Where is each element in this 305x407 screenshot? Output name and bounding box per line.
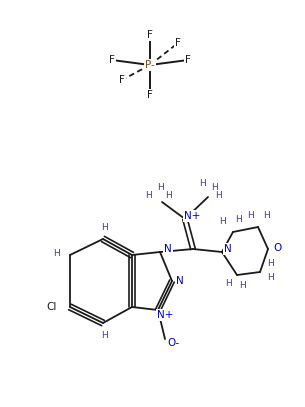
Text: H: H xyxy=(102,223,108,232)
Text: H: H xyxy=(267,260,273,269)
Text: H: H xyxy=(215,192,221,201)
Text: N: N xyxy=(224,244,232,254)
Text: H: H xyxy=(248,210,254,219)
Text: H: H xyxy=(239,282,246,291)
Text: F: F xyxy=(147,30,153,40)
Text: N: N xyxy=(176,276,184,286)
Text: H: H xyxy=(145,192,152,201)
Text: O-: O- xyxy=(168,338,180,348)
Text: F: F xyxy=(119,75,125,85)
Text: F: F xyxy=(147,90,153,100)
Text: F: F xyxy=(109,55,115,65)
Text: F: F xyxy=(185,55,191,65)
Text: H: H xyxy=(220,217,226,225)
Text: N: N xyxy=(164,244,172,254)
Text: H: H xyxy=(224,278,231,287)
Text: H: H xyxy=(235,215,241,225)
Text: H: H xyxy=(102,330,108,339)
Text: H: H xyxy=(157,184,163,193)
Text: H: H xyxy=(54,249,60,258)
Text: H: H xyxy=(264,212,270,221)
Text: H: H xyxy=(267,273,274,282)
Text: Cl: Cl xyxy=(47,302,57,312)
Text: N+: N+ xyxy=(184,211,200,221)
Text: N+: N+ xyxy=(157,310,173,320)
Text: O: O xyxy=(274,243,282,253)
Text: H: H xyxy=(166,192,172,201)
Text: F: F xyxy=(175,38,181,48)
Text: H: H xyxy=(200,179,206,188)
Text: H: H xyxy=(212,182,218,192)
Text: P-: P- xyxy=(145,60,155,70)
